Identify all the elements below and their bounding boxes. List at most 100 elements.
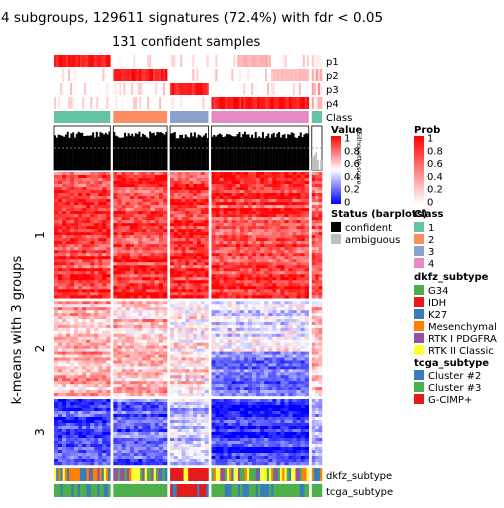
- heatmap-cell: [130, 277, 134, 280]
- heatmap-cell: [82, 262, 86, 265]
- heatmap-cell: [264, 313, 268, 316]
- heatmap-cell: [244, 205, 248, 208]
- heatmap-cell: [216, 316, 220, 319]
- heatmap-cell: [138, 322, 142, 325]
- heatmap-cell: [106, 238, 110, 241]
- heatmap-cell: [66, 256, 70, 259]
- heatmap-cell: [70, 363, 74, 366]
- heatmap-cell: [74, 292, 78, 295]
- heatmap-cell: [182, 226, 186, 229]
- prob-cell: [145, 69, 147, 81]
- heatmap-cell: [86, 366, 90, 369]
- heatmap-cell: [178, 181, 182, 184]
- heatmap-cell: [90, 250, 94, 253]
- heatmap-cell: [284, 307, 288, 310]
- heatmap-cell: [185, 316, 189, 319]
- heatmap-cell: [98, 292, 102, 295]
- heatmap-cell: [293, 205, 297, 208]
- heatmap-cell: [315, 259, 319, 262]
- heatmap-cell: [252, 181, 256, 184]
- heatmap-cell: [312, 208, 316, 211]
- heatmap-cell: [142, 253, 146, 256]
- heatmap-cell: [264, 283, 268, 286]
- heatmap-cell: [106, 193, 110, 196]
- heatmap-cell: [151, 208, 155, 211]
- heatmap-cell: [163, 175, 167, 178]
- heatmap-cell: [54, 355, 58, 358]
- heatmap-cell: [293, 190, 297, 193]
- heatmap-cell: [301, 172, 305, 175]
- heatmap-cell: [163, 241, 167, 244]
- heatmap-cell: [288, 265, 292, 268]
- heatmap-cell: [264, 196, 268, 199]
- heatmap-cell: [146, 283, 150, 286]
- heatmap-cell: [280, 190, 284, 193]
- heatmap-cell: [248, 310, 252, 313]
- heatmap-cell: [174, 372, 178, 375]
- heatmap-cell: [98, 226, 102, 229]
- heatmap-cell: [293, 244, 297, 247]
- heatmap-cell: [126, 369, 130, 372]
- heatmap-cell: [288, 334, 292, 337]
- heatmap-cell: [155, 247, 159, 250]
- heatmap-cell: [189, 175, 193, 178]
- prob-cell: [170, 83, 172, 95]
- heatmap-cell: [185, 172, 189, 175]
- heatmap-cell: [252, 349, 256, 352]
- heatmap-cell: [70, 202, 74, 205]
- heatmap-cell: [236, 337, 240, 340]
- heatmap-cell: [142, 328, 146, 331]
- heatmap-cell: [138, 172, 142, 175]
- heatmap-cell: [142, 325, 146, 328]
- silhouette-bar: [219, 134, 221, 170]
- heatmap-cell: [185, 181, 189, 184]
- heatmap-cell: [268, 301, 272, 304]
- heatmap-cell: [74, 172, 78, 175]
- heatmap-cell: [315, 247, 319, 250]
- heatmap-cell: [240, 307, 244, 310]
- heatmap-cell: [98, 214, 102, 217]
- annotation-label-class: Class: [326, 113, 352, 124]
- heatmap-cell: [159, 220, 163, 223]
- heatmap-cell: [312, 193, 316, 196]
- heatmap-cell: [260, 217, 264, 220]
- heatmap-cell: [189, 352, 193, 355]
- heatmap-cell: [62, 265, 66, 268]
- heatmap-cell: [117, 340, 121, 343]
- heatmap-cell: [130, 349, 134, 352]
- heatmap-cell: [146, 199, 150, 202]
- heatmap-cell: [220, 289, 224, 292]
- heatmap-cell: [113, 387, 117, 390]
- prob-cell: [279, 83, 281, 95]
- prob-cell: [186, 69, 188, 81]
- heatmap-cell: [288, 205, 292, 208]
- heatmap-cell: [163, 202, 167, 205]
- heatmap-cell: [211, 331, 215, 334]
- heatmap-cell: [54, 229, 58, 232]
- heatmap-cell: [146, 289, 150, 292]
- heatmap-cell: [182, 202, 186, 205]
- heatmap-cell: [232, 196, 236, 199]
- heatmap-cell: [280, 259, 284, 262]
- heatmap-cell: [134, 235, 138, 238]
- heatmap-cell: [280, 184, 284, 187]
- heatmap-cell: [201, 226, 205, 229]
- heatmap-cell: [82, 295, 86, 298]
- heatmap-cell: [78, 280, 82, 283]
- heatmap-cell: [66, 259, 70, 262]
- heatmap-cell: [178, 358, 182, 361]
- heatmap-cell: [66, 172, 70, 175]
- heatmap-cell: [90, 355, 94, 358]
- heatmap-cell: [86, 325, 90, 328]
- heatmap-cell: [272, 238, 276, 241]
- heatmap-cell: [174, 355, 178, 358]
- heatmap-cell: [163, 259, 167, 262]
- heatmap-cell: [126, 259, 130, 262]
- heatmap-cell: [130, 393, 134, 396]
- heatmap-cell: [252, 253, 256, 256]
- heatmap-cell: [170, 205, 174, 208]
- heatmap-cell: [151, 259, 155, 262]
- prob-cell: [283, 83, 285, 95]
- silhouette-bar: [65, 135, 67, 170]
- heatmap-cell: [189, 277, 193, 280]
